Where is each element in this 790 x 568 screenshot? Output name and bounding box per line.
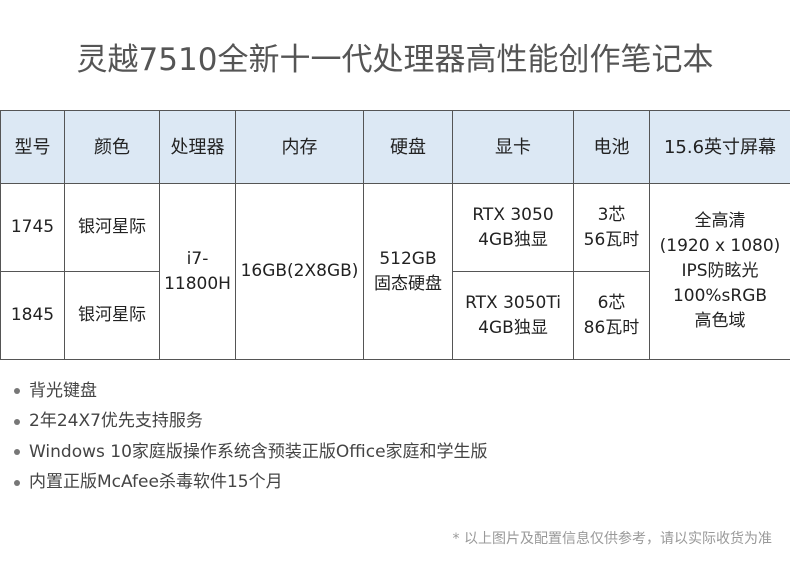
cell-screen: 全高清 (1920 x 1080) IPS防眩光 100%sRGB 高色域	[649, 183, 790, 360]
table-header-row: 型号 颜色 处理器 内存 硬盘 显卡 电池 15.6英寸屏幕	[0, 110, 790, 184]
cpu-line: i7-	[186, 248, 209, 269]
bullet-icon	[14, 388, 20, 395]
header-battery: 电池	[573, 110, 650, 184]
header-cpu: 处理器	[159, 110, 236, 184]
cell-gpu: RTX 3050Ti 4GB独显	[452, 271, 574, 360]
cell-storage: 512GB 固态硬盘	[363, 183, 453, 360]
gpu-line: 4GB独显	[478, 317, 548, 338]
list-item: 2年24X7优先支持服务	[14, 407, 488, 438]
bullet-icon	[14, 418, 20, 425]
battery-line: 3芯	[597, 204, 626, 225]
spec-table: 型号 颜色 处理器 内存 硬盘 显卡 电池 15.6英寸屏幕 1745 银河星际…	[0, 110, 790, 360]
cell-model: 1745	[0, 183, 65, 272]
list-item: 内置正版McAfee杀毒软件15个月	[14, 468, 488, 499]
screen-line: IPS防眩光	[681, 261, 759, 281]
battery-line: 56瓦时	[583, 229, 640, 250]
battery-line: 6芯	[597, 292, 626, 313]
battery-line: 86瓦时	[583, 317, 640, 338]
cell-gpu: RTX 3050 4GB独显	[452, 183, 574, 272]
feature-text: 内置正版McAfee杀毒软件15个月	[29, 472, 283, 493]
storage-line: 固态硬盘	[374, 273, 442, 294]
gpu-line: RTX 3050Ti	[465, 292, 561, 313]
header-model: 型号	[0, 110, 65, 184]
bullet-icon	[14, 479, 20, 486]
cell-battery: 3芯 56瓦时	[573, 183, 650, 272]
screen-line: 全高清	[694, 211, 746, 231]
cell-cpu: i7- 11800H	[159, 183, 236, 360]
header-color: 颜色	[64, 110, 160, 184]
table-row: 1845 银河星际 RTX 3050Ti 4GB独显 6芯 86瓦时	[0, 271, 790, 360]
cell-color: 银河星际	[64, 183, 160, 272]
cell-memory: 16GB(2X8GB)	[235, 183, 364, 360]
header-memory: 内存	[235, 110, 364, 184]
page-title: 灵越7510全新十一代处理器高性能创作笔记本	[76, 42, 714, 78]
list-item: Windows 10家庭版操作系统含预装正版Office家庭和学生版	[14, 437, 488, 468]
list-item: 背光键盘	[14, 376, 488, 407]
cpu-line: 11800H	[164, 273, 231, 294]
header-screen: 15.6英寸屏幕	[649, 110, 790, 184]
feature-list: 背光键盘 2年24X7优先支持服务 Windows 10家庭版操作系统含预装正版…	[14, 376, 488, 498]
disclaimer-note: * 以上图片及配置信息仅供参考，请以实际收货为准	[452, 531, 772, 547]
cell-model: 1845	[0, 271, 65, 360]
table-row: 1745 银河星际 i7- 11800H 16GB(2X8GB) 512GB 固态硬…	[0, 183, 790, 360]
gpu-line: 4GB独显	[478, 229, 548, 250]
screen-line: (1920 x 1080)	[659, 236, 781, 256]
feature-text: 背光键盘	[29, 380, 97, 401]
storage-line: 512GB	[379, 248, 437, 269]
feature-text: Windows 10家庭版操作系统含预装正版Office家庭和学生版	[29, 441, 488, 462]
header-storage: 硬盘	[363, 110, 453, 184]
feature-text: 2年24X7优先支持服务	[29, 411, 203, 432]
header-gpu: 显卡	[452, 110, 574, 184]
screen-line: 高色域	[694, 311, 746, 331]
cell-color: 银河星际	[64, 271, 160, 360]
cell-battery: 6芯 86瓦时	[573, 271, 650, 360]
bullet-icon	[14, 449, 20, 456]
gpu-line: RTX 3050	[472, 204, 554, 225]
screen-line: 100%sRGB	[672, 286, 768, 306]
